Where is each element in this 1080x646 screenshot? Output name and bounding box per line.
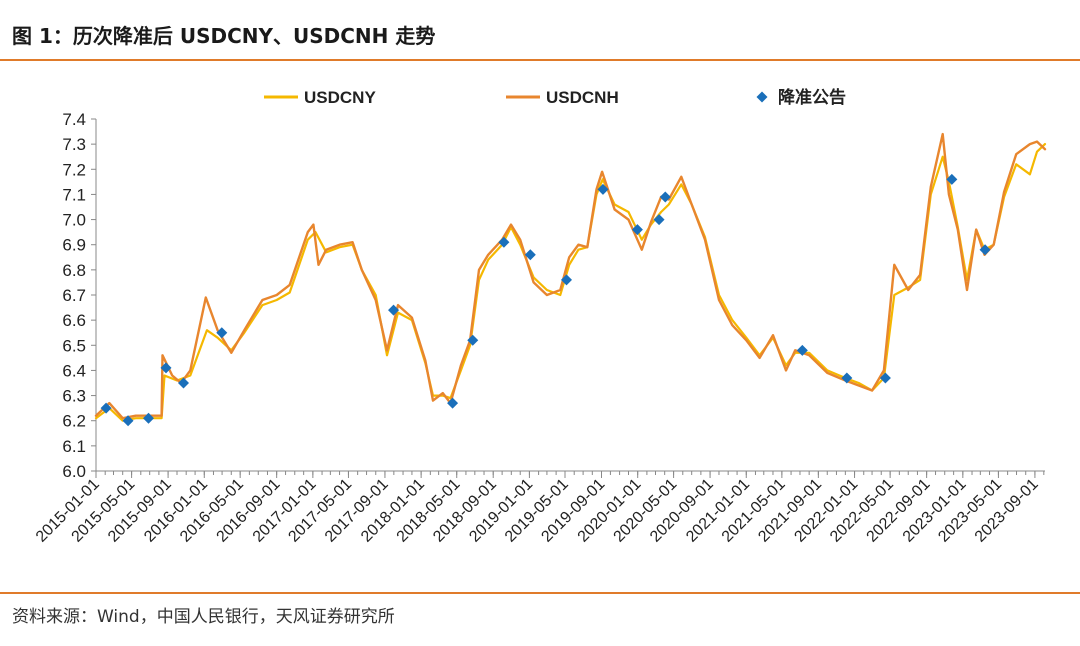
rrr-cut-marker [560,274,572,286]
figure-title: 图 1：历次降准后 USDCNY、USDCNH 走势 [12,24,436,48]
y-tick-label: 6.4 [62,361,86,380]
y-tick-label: 6.8 [62,261,86,280]
y-tick-label: 6.3 [62,387,86,406]
plot-area [94,132,1047,427]
rrr-cut-marker [498,236,510,248]
rrr-cut-marker [597,183,609,195]
rrr-cut-marker [979,244,991,256]
rrr-cut-marker [178,377,190,389]
y-tick-label: 6.1 [62,437,86,456]
header-divider [0,59,1080,61]
y-tick-label: 7.0 [62,211,86,230]
rrr-cut-marker [447,397,459,409]
rrr-cut-marker [659,191,671,203]
rrr-cut-marker [100,402,112,414]
rrr-cut-marker [143,412,155,424]
y-tick-label: 6.2 [62,412,86,431]
y-tick-label: 6.6 [62,311,86,330]
y-tick-label: 7.4 [62,110,86,129]
legend-swatch [756,91,768,103]
y-tick-label: 6.0 [62,462,86,481]
rrr-cut-marker [653,214,665,226]
rrr-cut-marker [946,173,958,185]
rrr-cut-marker [524,249,536,261]
y-tick-label: 6.7 [62,286,86,305]
rrr-cut-marker [631,224,643,236]
series-line-usdcnh [94,132,1047,420]
rrr-cut-marker [216,327,228,339]
x-axis: 2015-01-012015-05-012015-09-012016-01-01… [33,470,1045,546]
legend-label: USDCNH [546,88,619,107]
rrr-cut-marker [122,415,134,427]
y-tick-label: 7.1 [62,185,86,204]
rrr-cut-marker [467,334,479,346]
rrr-cut-marker [879,372,891,384]
y-axis: 6.0 6.1 6.2 6.3 6.4 6.5 6.6 6.7 6.8 6.9 7.0 7.1 7.2 7… [62,110,97,481]
exchange-rate-chart: USDCNY USDCNH 降准公告 6.06.16.26.36.46.56.66.… [33,87,1047,546]
legend-label: USDCNY [304,88,376,107]
source-note: 资料来源：Wind，中国人民银行，天风证券研究所 [12,607,395,627]
y-tick-label: 7.2 [62,160,86,179]
legend-label: 降准公告 [778,87,846,107]
rrr-cut-marker [796,344,808,356]
rrr-cut-marker [388,304,400,316]
footer-divider [0,592,1080,594]
y-tick-label: 7.3 [62,135,86,154]
rrr-cut-marker [841,372,853,384]
y-tick-label: 6.9 [62,236,86,255]
rrr-cut-marker [160,362,172,374]
y-tick-label: 6.5 [62,336,86,355]
legend: USDCNY USDCNH 降准公告 [264,87,846,107]
